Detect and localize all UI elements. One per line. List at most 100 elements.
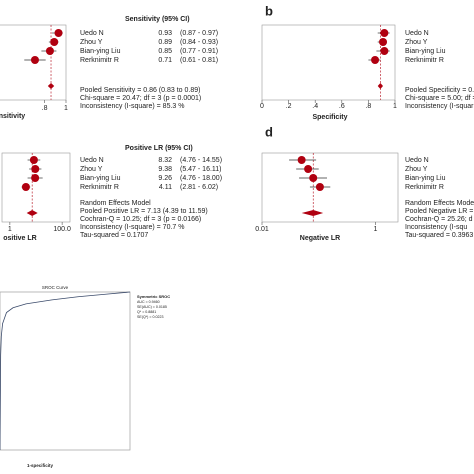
legend-note: SE(Q*) = 0.0223 xyxy=(137,315,163,319)
study-value: 9.26 xyxy=(158,175,172,182)
x-axis-title: Negative LR xyxy=(300,235,340,242)
study-point xyxy=(50,38,59,46)
x-axis-title: Specificity xyxy=(312,114,347,121)
x-axis-title: 1-specificity xyxy=(27,463,54,468)
x-tick-label: 0 xyxy=(260,103,264,110)
study-name: Bian-ying Liu xyxy=(80,175,121,182)
study-value: 0.71 xyxy=(158,57,172,64)
study-point xyxy=(315,183,324,191)
study-point xyxy=(380,29,389,37)
study-value: 0.93 xyxy=(158,30,172,37)
summary-note: Chi-square = 20.47; df = 3 (p = 0.0001) xyxy=(80,95,201,102)
study-point xyxy=(371,56,380,64)
forest-plot: Positive LR (95% CI) 1 100.0 ositive LR Uedo… xyxy=(1,145,222,242)
study-point xyxy=(380,47,389,55)
summary-note: Random Effects Model xyxy=(80,200,151,207)
summary-note: Inconsistency (I-square) = 85.3 % xyxy=(80,103,184,110)
study-name: Zhou Y xyxy=(80,39,103,46)
x-tick-label: 1 xyxy=(393,103,397,110)
x-tick-label: .8 xyxy=(365,103,371,110)
x-tick-label: 1 xyxy=(64,105,68,112)
study-ci: (5.47 - 16.11) xyxy=(180,166,222,173)
study-point xyxy=(45,47,54,55)
x-tick-label: .8 xyxy=(42,105,48,112)
study-ci: (0.84 - 0.93) xyxy=(180,39,218,46)
pooled-diamond xyxy=(47,83,55,89)
pooled-diamond xyxy=(26,210,38,216)
study-value: 0.85 xyxy=(158,48,172,55)
study-value: 9.38 xyxy=(158,166,172,173)
study-point xyxy=(29,156,38,164)
study-ci: (0.61 - 0.81) xyxy=(180,57,218,64)
study-point xyxy=(31,165,40,173)
x-tick-label: 1 xyxy=(373,226,377,233)
column-header: Sensitivity (95% CI) xyxy=(125,16,190,23)
study-ci: (0.77 - 0.91) xyxy=(180,48,218,55)
plot-frame xyxy=(261,152,399,223)
study-name: Uedo N xyxy=(80,157,104,164)
study-name: Rerknimitr R xyxy=(405,184,444,191)
x-axis-title: ensitivity xyxy=(0,113,25,120)
panel-label: b xyxy=(265,3,273,18)
study-point xyxy=(21,183,30,191)
summary-note: Cochran-Q = 25.26; d xyxy=(405,216,473,223)
pooled-diamond xyxy=(377,83,384,89)
study-value: 0.89 xyxy=(158,39,172,46)
study-name: Uedo N xyxy=(405,30,429,37)
forest-plot: Sensitivity (95% CI) .8 1 ensitivity Uedo N 0… xyxy=(0,16,218,120)
x-tick-label: .2 xyxy=(286,103,292,110)
study-name: Zhou Y xyxy=(405,166,428,173)
study-name: Zhou Y xyxy=(405,39,428,46)
study-ci: (4.76 - 18.00) xyxy=(180,175,222,182)
study-point xyxy=(31,174,40,182)
plot-frame xyxy=(0,24,67,101)
plot-frame xyxy=(261,24,396,101)
plot-frame xyxy=(0,291,131,451)
legend-label: Symmetric SROC xyxy=(137,294,170,299)
study-value: 4.11 xyxy=(159,184,172,191)
study-name: Zhou Y xyxy=(80,166,103,173)
study-name: Rerknimitr R xyxy=(80,184,119,191)
summary-note: Pooled Negative LR = 0. xyxy=(405,208,474,215)
study-name: Bian-ying Liu xyxy=(405,175,446,182)
x-tick-label: .6 xyxy=(339,103,345,110)
panel-label: d xyxy=(265,124,273,139)
study-point xyxy=(54,29,63,37)
legend-note: AUC = 0.9460 xyxy=(137,300,160,304)
study-ci: (4.76 - 14.55) xyxy=(180,157,222,164)
study-name: Rerknimitr R xyxy=(405,57,444,64)
summary-note: Inconsistency (I-square) = 70.7 % xyxy=(80,224,184,231)
summary-note: Inconsistency (I-squ xyxy=(405,224,467,231)
summary-note: Tau-squared = 0.1707 xyxy=(80,232,148,239)
study-name: Uedo N xyxy=(80,30,104,37)
plot-frame xyxy=(1,152,71,223)
x-tick-label: 100.0 xyxy=(53,226,71,233)
x-tick-label: 1 xyxy=(8,226,12,233)
study-ci: (0.87 - 0.97) xyxy=(180,30,218,37)
study-point xyxy=(304,165,313,173)
x-tick-label: .4 xyxy=(312,103,318,110)
column-header: Positive LR (95% CI) xyxy=(125,145,193,152)
pooled-diamond xyxy=(301,210,324,216)
study-name: Bian-ying Liu xyxy=(405,48,446,55)
study-point xyxy=(379,38,388,46)
x-tick-label: 0.01 xyxy=(255,226,269,233)
sroc-curve xyxy=(0,291,131,451)
summary-note: Pooled Sensitivity = 0.86 (0.83 to 0.89) xyxy=(80,87,200,94)
study-value: 8.32 xyxy=(158,157,172,164)
chart-title: SROC Curve xyxy=(42,285,69,290)
x-axis-title: ositive LR xyxy=(3,235,36,242)
study-point xyxy=(309,174,318,182)
summary-note: Inconsistency (I-squar xyxy=(405,103,474,110)
study-name: Bian-ying Liu xyxy=(80,48,121,55)
study-point xyxy=(30,56,39,64)
legend-note: Q* = 0.8881 xyxy=(137,310,156,314)
study-name: Uedo N xyxy=(405,157,429,164)
summary-note: Pooled Specificity = 0.8 xyxy=(405,87,474,94)
forest-plot: d 0.01 1 Negative LR Uedo N Zhou Y Bian-ying L… xyxy=(255,124,474,241)
summary-note: Cochran-Q = 10.25; df = 3 (p = 0.0166) xyxy=(80,216,201,223)
summary-note: Pooled Positive LR = 7.13 (4.39 to 11.59… xyxy=(80,208,208,215)
legend-note: SE(AUC) = 0.0185 xyxy=(137,305,167,309)
